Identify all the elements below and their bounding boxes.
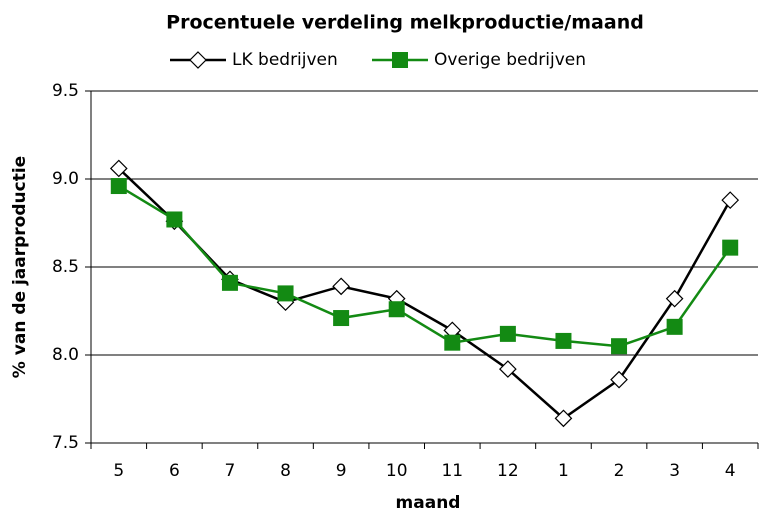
x-axis-label: maand	[396, 493, 461, 513]
marker	[388, 301, 405, 318]
series-line	[117, 167, 732, 420]
legend-label: Overige bedrijven	[434, 50, 586, 70]
series-line	[118, 184, 732, 348]
legend-label: LK bedrijven	[232, 50, 338, 70]
marker	[392, 52, 408, 68]
x-tick-label: 7	[225, 461, 236, 481]
x-tick-label: 3	[669, 461, 680, 481]
marker	[665, 289, 684, 308]
y-axis-label: % van de jaarproductie	[10, 156, 30, 378]
marker	[332, 277, 350, 296]
marker	[109, 159, 128, 178]
marker	[189, 51, 207, 69]
marker	[499, 360, 517, 378]
y-tick-label: 8.5	[52, 257, 79, 277]
x-tick-label: 1	[558, 461, 569, 481]
y-tick-label: 9.5	[52, 81, 79, 101]
marker	[555, 332, 572, 349]
x-tick-label: 6	[169, 461, 180, 481]
marker	[554, 409, 573, 428]
marker	[499, 325, 516, 342]
marker	[666, 318, 683, 335]
marker	[110, 178, 127, 195]
marker	[333, 310, 350, 327]
y-tick-label: 8.0	[52, 345, 79, 365]
x-tick-label: 2	[614, 461, 625, 481]
marker	[444, 334, 461, 351]
x-tick-label: 5	[113, 461, 124, 481]
x-tick-label: 8	[280, 461, 291, 481]
marker	[721, 191, 740, 209]
marker	[166, 211, 183, 228]
x-tick-label: 11	[441, 461, 463, 481]
marker	[611, 338, 628, 355]
chart-title: Procentuele verdeling melkproductie/maan…	[166, 12, 644, 34]
marker	[277, 285, 294, 302]
x-tick-label: 10	[386, 461, 408, 481]
marker	[610, 370, 628, 389]
y-tick-label: 7.5	[52, 433, 79, 453]
x-tick-label: 9	[336, 461, 347, 481]
marker	[221, 274, 238, 291]
y-tick-label: 9.0	[52, 169, 79, 189]
x-tick-label: 12	[497, 461, 519, 481]
marker	[722, 239, 739, 256]
x-tick-label: 4	[725, 461, 736, 481]
